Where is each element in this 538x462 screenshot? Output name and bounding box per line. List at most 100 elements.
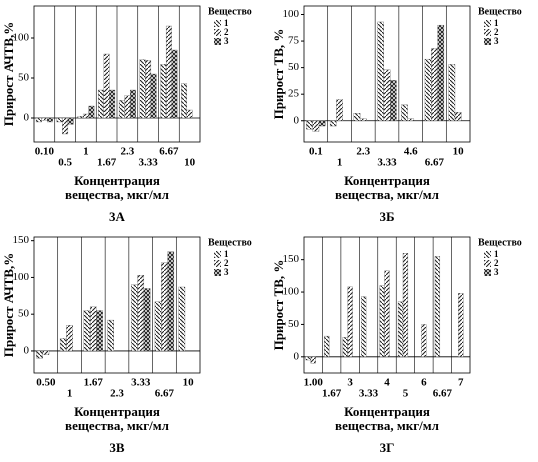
plot-area [303,236,471,374]
bar [178,286,186,352]
y-tick-label: 100 [13,32,30,44]
y-tick-label: 50 [288,318,300,330]
legend-label: 2 [224,258,229,268]
y-tick-label: 75 [288,35,300,47]
y-axis-label: Прирост АЧТВ,% [1,253,16,358]
bar [454,112,462,121]
bar [107,319,114,352]
x-tick-label: 0.5 [58,157,72,169]
caption: 3В [109,440,125,455]
panel: 0 25 50 75 100 0.1 1 2.3 3.33 4.6 6.67 10 Прирост ТВ… [271,5,522,224]
bar [77,116,84,119]
bar [324,335,330,357]
bar [98,89,105,119]
x-tick-label: 0.50 [36,377,56,389]
bar [342,337,348,357]
x-axis-label: вещества, мкг/мл [65,187,169,202]
legend-swatch [484,38,491,45]
y-tick-label: 0 [24,344,30,356]
bar [329,120,337,127]
legend-swatch [214,260,221,267]
x-tick-label: 3.33 [139,157,159,169]
caption: 3Б [379,209,394,224]
bar [181,83,188,119]
bar [306,120,313,130]
legend-label: 3 [224,36,229,46]
x-tick-label: 5 [403,388,409,400]
bar [56,117,63,123]
legend-label: 3 [494,36,499,46]
bar [458,293,464,357]
bar [35,117,42,123]
bar [88,105,95,119]
plot-area [303,5,471,143]
legend-swatch [214,38,221,45]
x-tick-label: 6.67 [159,146,179,158]
plot-area [33,236,201,374]
y-tick-label: 50 [288,61,300,73]
x-tick-label: 0.10 [35,146,55,158]
bar [66,325,73,352]
y-axis-label: Прирост АЧТВ,% [1,22,16,127]
x-tick-label: 1 [83,146,89,158]
legend-label: 2 [494,27,499,37]
bar [186,109,193,119]
bar [448,64,456,121]
x-axis-label: Концентрация [74,173,160,188]
x-tick-label: 2.3 [121,146,135,158]
x-tick-label: 3.33 [131,377,151,389]
x-tick-label: 1 [337,157,343,169]
bar [402,253,409,357]
y-tick-label: 100 [283,8,300,20]
y-axis-label: Прирост ТВ, % [271,29,286,120]
bar [124,95,131,119]
caption: 3А [109,209,126,224]
bar [312,120,320,132]
legend-label: 1 [494,18,499,28]
bar [139,59,146,119]
x-tick-label: 1 [67,388,73,400]
y-tick-label: 50 [18,308,30,320]
bar [401,104,408,121]
bar [67,117,74,125]
x-axis-label: Концентрация [74,404,160,419]
bar [336,99,343,121]
x-axis-label: Концентрация [344,404,430,419]
x-tick-label: 3.33 [377,157,397,169]
bar [318,120,326,127]
bar [118,100,125,119]
y-tick-label: 0 [294,114,300,126]
y-tick-label: 150 [13,234,30,246]
legend-swatch [484,251,491,258]
bar [46,117,53,123]
x-axis-label: Концентрация [344,173,430,188]
y-tick-label: 100 [13,271,30,283]
legend-label: 1 [494,249,499,259]
x-tick-label: 6 [421,377,427,389]
bar [379,285,385,357]
bar [171,49,178,119]
bar [145,60,152,119]
x-tick-label: 1.00 [304,377,324,389]
legend-swatch [214,20,221,27]
y-axis-label: Прирост ТВ, % [271,260,286,351]
bar [421,324,427,357]
legend-title: Вещество [478,6,522,17]
x-tick-label: 10 [184,157,196,169]
bar [397,301,404,357]
x-tick-label: 1.67 [97,157,117,169]
x-tick-label: 2.3 [356,146,370,158]
bar [154,301,162,352]
bar [167,251,175,352]
panel: 0 50 100 150 0.50 1 1.67 2.3 3.33 6.67 10 Прирост А… [1,234,252,455]
x-tick-label: 6.67 [155,388,175,400]
x-tick-label: 4 [384,377,390,389]
bar [109,89,116,119]
legend-label: 1 [224,249,229,259]
caption: 3Г [380,440,395,455]
bar [160,64,167,119]
x-tick-label: 3.33 [359,388,379,400]
x-tick-label: 1.67 [84,377,104,389]
bar [310,356,316,364]
bar [437,24,445,121]
